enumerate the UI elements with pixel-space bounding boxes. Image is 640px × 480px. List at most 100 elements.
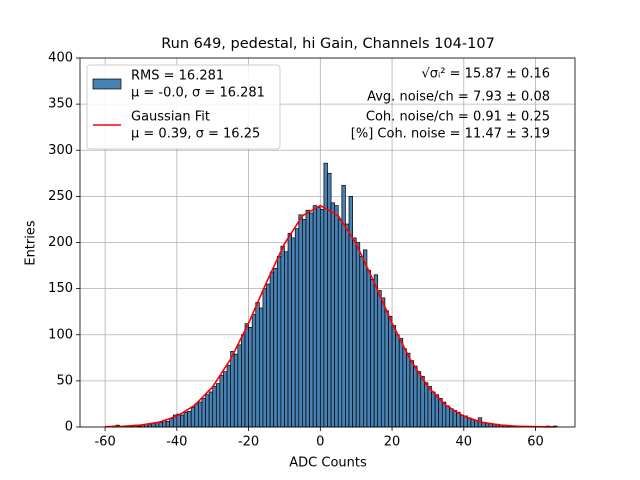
bar <box>273 267 278 428</box>
bar <box>298 214 303 428</box>
bar <box>395 334 400 428</box>
bar <box>194 403 199 428</box>
bar <box>352 237 357 428</box>
bar <box>251 314 257 428</box>
bar <box>287 232 292 428</box>
bar <box>230 351 235 428</box>
bar <box>409 360 414 428</box>
bar <box>183 411 188 428</box>
bar <box>377 290 382 428</box>
bar <box>237 344 242 428</box>
bar <box>449 408 454 428</box>
bar <box>370 279 375 428</box>
legend-box <box>86 64 281 150</box>
y-tick-label: 0 <box>65 420 73 435</box>
y-tick-label: 300 <box>48 143 73 158</box>
bar <box>244 323 249 428</box>
bar <box>423 382 429 428</box>
bar <box>431 391 436 428</box>
x-tick-label: -20 <box>238 435 259 450</box>
bar <box>233 353 239 428</box>
bar <box>201 398 206 428</box>
bar <box>416 371 422 428</box>
bar <box>380 297 386 428</box>
bar <box>312 205 318 428</box>
bar <box>470 419 475 428</box>
y-axis-label: Entries <box>24 220 39 266</box>
bar <box>452 410 457 428</box>
x-tick-label: 20 <box>384 435 401 450</box>
bar <box>363 249 368 428</box>
bar <box>384 310 389 428</box>
annotation: Avg. noise/ch = 7.93 ± 0.08 <box>367 90 550 105</box>
legend-patch <box>92 78 122 90</box>
bar <box>402 348 407 428</box>
bar <box>294 228 300 428</box>
bar <box>248 327 253 428</box>
bar <box>187 410 192 428</box>
bar <box>262 288 267 428</box>
annotation: √σᵢ² = 15.87 ± 0.16 <box>421 67 550 82</box>
bar <box>255 302 260 428</box>
bar <box>169 418 174 428</box>
bar <box>269 271 275 428</box>
bar <box>226 364 232 428</box>
y-tick-label: 400 <box>48 51 73 66</box>
bar <box>334 205 339 428</box>
fit-line <box>105 204 554 428</box>
bar <box>345 223 350 428</box>
y-tick-label: 350 <box>48 97 73 112</box>
bar <box>180 414 185 428</box>
y-tick-label: 200 <box>48 235 73 250</box>
x-tick-label: -40 <box>166 435 187 450</box>
x-tick-label: 40 <box>456 435 473 450</box>
bar <box>319 208 325 428</box>
x-tick-label: 60 <box>527 435 544 450</box>
bar <box>302 219 307 428</box>
bar <box>241 334 246 428</box>
plot-frame <box>79 57 576 428</box>
legend-label: μ = -0.0, σ = 16.281 <box>131 86 265 101</box>
bar <box>158 422 163 428</box>
bar <box>208 391 214 428</box>
bar <box>398 338 404 428</box>
bar <box>441 401 447 428</box>
bar <box>276 255 282 428</box>
bar <box>391 325 397 428</box>
bar <box>266 283 271 428</box>
bar <box>305 209 310 428</box>
annotation: [%] Coh. noise = 11.47 ± 3.19 <box>351 127 550 142</box>
bar <box>280 245 285 428</box>
bar <box>219 374 224 428</box>
y-tick-label: 250 <box>48 189 73 204</box>
bar <box>388 315 393 428</box>
legend-label: RMS = 16.281 <box>131 69 224 84</box>
bar <box>258 307 264 428</box>
bar <box>337 219 343 428</box>
bar <box>373 274 379 428</box>
bar <box>413 365 418 428</box>
bar <box>147 423 153 428</box>
legend-label: Gaussian Fit <box>131 110 210 125</box>
bar <box>316 207 321 428</box>
bar <box>165 421 171 428</box>
bar <box>330 202 336 428</box>
bar <box>420 375 425 428</box>
annotation: Coh. noise/ch = 0.91 ± 0.25 <box>366 110 550 125</box>
chart-title: Run 649, pedestal, hi Gain, Channels 104… <box>161 36 495 52</box>
bar <box>212 386 217 428</box>
bar <box>323 162 328 428</box>
x-tick-label: 0 <box>316 435 324 450</box>
y-tick-label: 150 <box>48 281 73 296</box>
bar <box>205 394 210 428</box>
y-tick-label: 50 <box>56 373 73 388</box>
bar <box>291 237 296 428</box>
bar <box>198 401 203 428</box>
bar <box>406 352 411 428</box>
bar <box>284 251 289 428</box>
bar <box>434 394 440 428</box>
bar <box>438 398 443 428</box>
x-axis-label: ADC Counts <box>289 456 367 471</box>
